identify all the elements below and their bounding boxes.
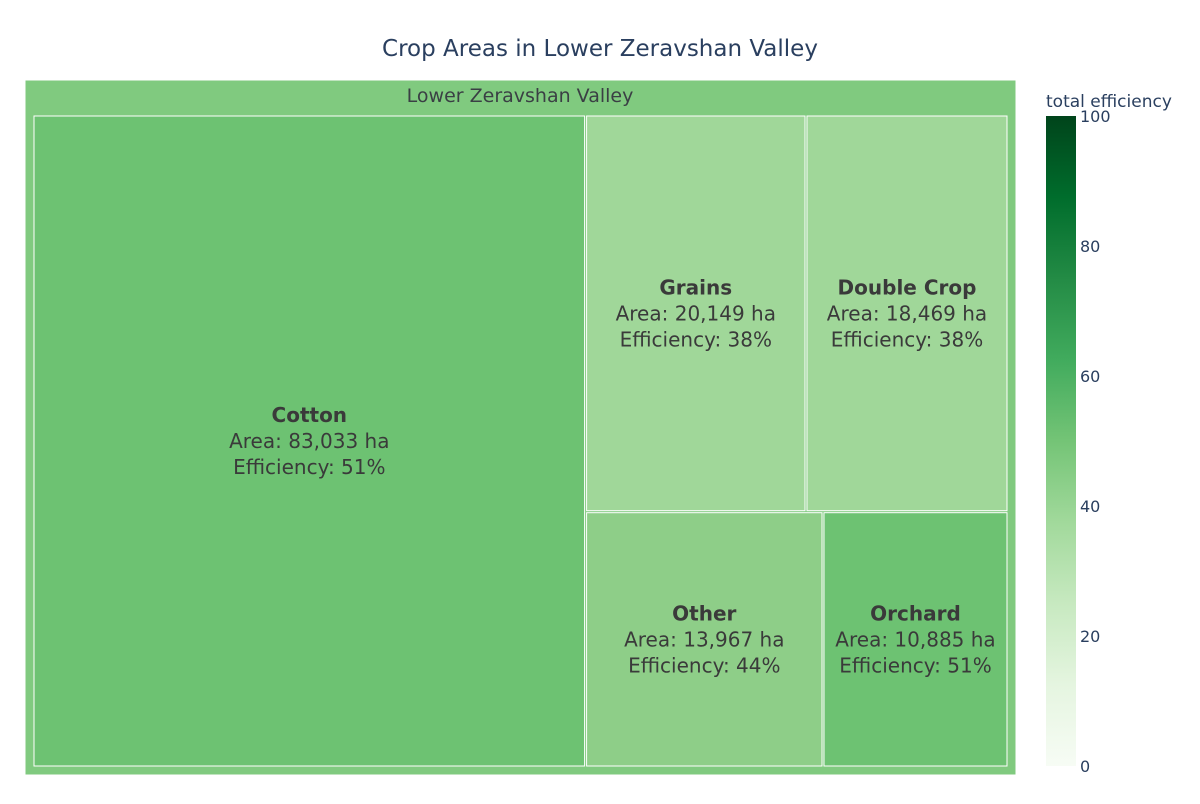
tile-area-orchard: Area: 10,885 ha xyxy=(835,627,995,651)
tile-rect-cotton[interactable] xyxy=(33,115,586,767)
chart-title: Crop Areas in Lower Zeravshan Valley xyxy=(382,36,818,62)
tile-efficiency-orchard: Efficiency: 51% xyxy=(839,653,991,677)
tile-rect-orchard[interactable] xyxy=(823,512,1008,767)
tile-rect-other[interactable] xyxy=(586,512,823,767)
tile-label-orchard: Orchard xyxy=(870,601,961,625)
colorbar-title: total efficiency xyxy=(1046,92,1172,112)
colorbar: total efficiency 0 20 40 60 80 100 xyxy=(1046,92,1172,776)
tile-rect-grains[interactable] xyxy=(586,115,806,512)
tile-area-grains: Area: 20,149 ha xyxy=(616,301,776,325)
colorbar-tick-80: 80 xyxy=(1080,237,1100,256)
colorbar-tick-100: 100 xyxy=(1080,107,1111,126)
tile-label-cotton: Cotton xyxy=(272,403,348,427)
colorbar-tick-0: 0 xyxy=(1080,757,1090,776)
tile-area-cotton: Area: 83,033 ha xyxy=(229,429,389,453)
tile-efficiency-cotton: Efficiency: 51% xyxy=(233,455,385,479)
tile-area-double-crop: Area: 18,469 ha xyxy=(827,301,987,325)
colorbar-tick-60: 60 xyxy=(1080,367,1100,386)
colorbar-tick-40: 40 xyxy=(1080,497,1100,516)
colorbar-gradient xyxy=(1046,116,1076,766)
colorbar-ticks: 0 20 40 60 80 100 xyxy=(1080,107,1111,776)
tile-label-grains: Grains xyxy=(659,275,732,299)
tile-efficiency-other: Efficiency: 44% xyxy=(628,653,780,677)
tile-label-double-crop: Double Crop xyxy=(838,275,977,299)
treemap-root-label: Lower Zeravshan Valley xyxy=(407,85,634,107)
tile-efficiency-double-crop: Efficiency: 38% xyxy=(831,327,983,351)
colorbar-tick-20: 20 xyxy=(1080,627,1100,646)
tile-label-other: Other xyxy=(672,601,736,625)
tile-efficiency-grains: Efficiency: 38% xyxy=(620,327,772,351)
tile-area-other: Area: 13,967 ha xyxy=(624,627,784,651)
tile-rect-double-crop[interactable] xyxy=(806,115,1008,512)
